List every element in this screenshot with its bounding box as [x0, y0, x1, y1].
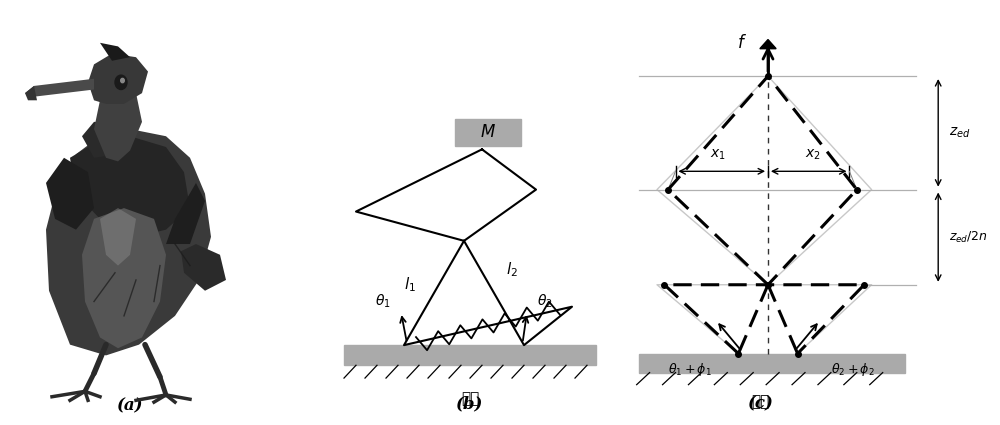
- Text: (a): (a): [117, 398, 143, 415]
- Text: $x_2$: $x_2$: [805, 148, 820, 162]
- Polygon shape: [94, 86, 142, 162]
- Text: $\theta_1$: $\theta_1$: [375, 293, 391, 310]
- Text: $f$: $f$: [737, 34, 747, 52]
- Text: 基座: 基座: [751, 394, 770, 410]
- Text: $z_{ed}/2n$: $z_{ed}/2n$: [949, 230, 988, 245]
- Polygon shape: [181, 244, 226, 291]
- Text: $l_2$: $l_2$: [506, 261, 518, 280]
- Circle shape: [115, 75, 127, 90]
- Bar: [344, 345, 596, 365]
- Text: $\theta_2$: $\theta_2$: [537, 293, 553, 310]
- Circle shape: [121, 78, 124, 83]
- Polygon shape: [46, 158, 94, 230]
- Polygon shape: [25, 79, 94, 97]
- Bar: [639, 354, 905, 373]
- Text: $z_{ed}$: $z_{ed}$: [949, 126, 971, 140]
- Text: $M$: $M$: [480, 124, 496, 141]
- Polygon shape: [70, 136, 190, 237]
- Bar: [455, 119, 521, 146]
- Polygon shape: [100, 208, 136, 266]
- Text: $\theta_1+\phi_1$: $\theta_1+\phi_1$: [668, 361, 712, 378]
- Text: $x_1$: $x_1$: [710, 148, 726, 162]
- Polygon shape: [25, 86, 37, 100]
- Text: (b): (b): [456, 396, 484, 413]
- Polygon shape: [100, 43, 130, 61]
- Polygon shape: [82, 208, 166, 348]
- Polygon shape: [88, 54, 148, 104]
- Polygon shape: [166, 183, 205, 244]
- Polygon shape: [82, 122, 130, 158]
- Polygon shape: [760, 40, 776, 49]
- Text: $\theta_2+\phi_2$: $\theta_2+\phi_2$: [831, 361, 875, 378]
- Text: $l_1$: $l_1$: [404, 275, 416, 294]
- Polygon shape: [46, 129, 211, 355]
- Text: 基座: 基座: [461, 391, 479, 406]
- Text: (c): (c): [748, 396, 774, 413]
